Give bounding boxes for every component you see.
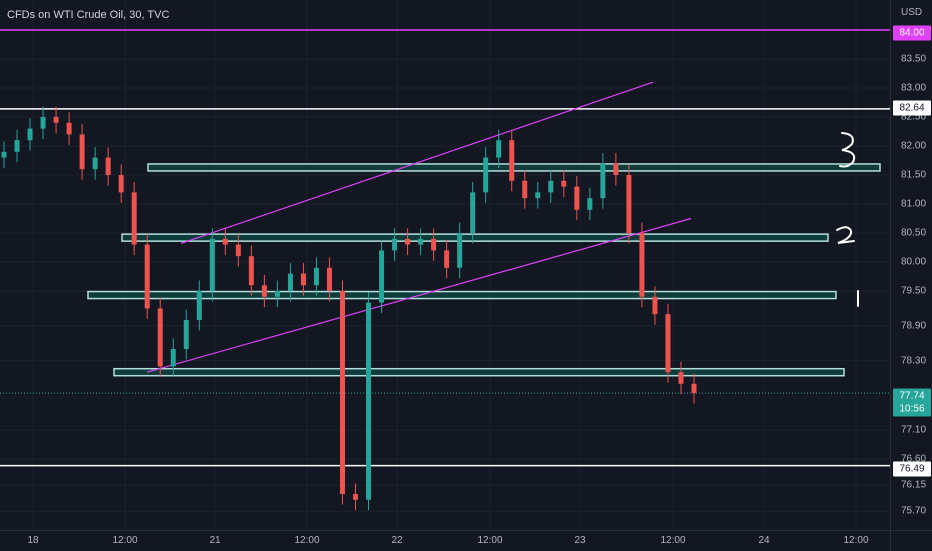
- price-tick-label: 77.10: [901, 424, 927, 436]
- zone-rectangle: [87, 290, 837, 300]
- candle-body: [170, 349, 176, 367]
- candle-body: [652, 296, 658, 315]
- candle-body: [105, 157, 111, 175]
- candle-body: [209, 238, 215, 291]
- candle-body: [235, 244, 241, 257]
- symbol-title[interactable]: CFDs on WTI Crude Oil, 30, TVC: [7, 9, 170, 21]
- candle-body: [392, 238, 398, 251]
- candle-body: [79, 134, 85, 170]
- candle-body: [548, 180, 554, 193]
- candle-body: [313, 267, 319, 286]
- candle-body: [118, 175, 124, 193]
- time-tick-label: 21: [209, 535, 221, 546]
- channel-upper-line: [180, 81, 654, 245]
- time-tick-label: 12:00: [660, 535, 686, 546]
- candle-body: [196, 291, 202, 320]
- candle-body: [431, 238, 437, 251]
- candle-body: [366, 302, 372, 500]
- candle-body: [40, 117, 46, 129]
- candle-body: [144, 244, 150, 309]
- time-tick-label: 12:00: [294, 535, 320, 546]
- price-tick-label: 76.15: [901, 479, 927, 491]
- candle-body: [287, 273, 293, 291]
- time-tick-label: 23: [574, 535, 586, 546]
- time-tick-label: 12:00: [112, 535, 138, 546]
- zone-rectangle: [113, 367, 845, 377]
- price-tick-label: 83.50: [901, 53, 927, 65]
- chart-canvas[interactable]: [0, 0, 890, 530]
- candle-body: [157, 308, 163, 367]
- candle-body: [470, 192, 476, 233]
- candle-body: [509, 140, 515, 181]
- candle-body: [183, 320, 189, 349]
- price-tick-label: 78.90: [901, 320, 927, 332]
- time-tick-label: 12:00: [843, 535, 869, 546]
- candle-body: [626, 175, 632, 233]
- candle-body: [613, 163, 619, 175]
- candle-body: [639, 233, 645, 297]
- price-label-resistance: 82.64: [893, 100, 931, 116]
- candle-body: [248, 256, 254, 286]
- candle-body: [405, 238, 411, 245]
- candle-body: [261, 285, 267, 297]
- candle-body: [353, 494, 359, 500]
- candle-body: [14, 140, 20, 152]
- price-label-support: 76.49: [893, 461, 931, 477]
- candle-body: [665, 314, 671, 373]
- candle-body: [418, 238, 424, 245]
- price-tick-label: 79.50: [901, 285, 927, 297]
- candle-body: [326, 267, 332, 291]
- candle-body: [457, 233, 463, 268]
- price-tick-label: 80.50: [901, 227, 927, 239]
- time-tick-label: 18: [27, 535, 39, 546]
- handwritten-2-mark: [836, 226, 855, 244]
- candle-body: [496, 140, 502, 158]
- candle-body: [678, 372, 684, 384]
- candle-body: [535, 192, 541, 199]
- price-tick-label: 80.00: [901, 256, 927, 268]
- candle-body: [483, 157, 489, 193]
- last-price-label: 77.74: [893, 388, 931, 404]
- price-axis[interactable]: USD 83.50 83.00 82.50 82.00 81.50 81.00 80.50 8…: [890, 0, 932, 530]
- candle-body: [587, 198, 593, 210]
- price-label-top-line: 84.00: [893, 25, 931, 41]
- candle-body: [1, 151, 7, 158]
- candle-body: [600, 163, 606, 199]
- price-tick-label: 75.70: [901, 505, 927, 517]
- currency-label: USD: [901, 7, 923, 18]
- time-tick-label: 12:00: [477, 535, 503, 546]
- zone-rectangle: [121, 233, 829, 242]
- candle-body: [522, 180, 528, 199]
- time-tick-label: 22: [391, 535, 403, 546]
- price-tick-label: 81.50: [901, 169, 927, 181]
- candle-body: [574, 186, 580, 210]
- axis-corner: [890, 530, 932, 551]
- candle-body: [379, 250, 385, 303]
- candle-body: [222, 238, 228, 245]
- countdown-label: 10:56: [893, 401, 931, 417]
- candle-body: [300, 273, 306, 286]
- candle-body: [27, 128, 33, 141]
- price-tick-label: 82.50: [901, 111, 927, 123]
- price-tick-label: 82.00: [901, 140, 927, 152]
- price-tick-label: 83.00: [901, 82, 927, 94]
- time-axis[interactable]: 18 12:00 21 12:00 22 12:00 23 12:00 24 12:00: [0, 530, 890, 551]
- candle-body: [691, 383, 697, 394]
- candle-body: [274, 291, 280, 297]
- candle-body: [92, 157, 98, 170]
- candle-body: [561, 180, 567, 187]
- candle-body: [444, 250, 450, 268]
- price-tick-label: 78.30: [901, 355, 927, 367]
- price-tick-label: 81.00: [901, 198, 927, 210]
- candle-body: [131, 192, 137, 245]
- channel-lower-line: [146, 217, 692, 373]
- handwritten-3-mark: [839, 132, 856, 168]
- candle-body: [339, 291, 345, 494]
- chart-area[interactable]: CFDs on WTI Crude Oil, 30, TVC: [0, 0, 890, 530]
- candle-body: [66, 122, 72, 135]
- candle-body: [53, 117, 59, 123]
- price-tick-label: 76.60: [901, 453, 927, 465]
- time-tick-label: 24: [758, 535, 770, 546]
